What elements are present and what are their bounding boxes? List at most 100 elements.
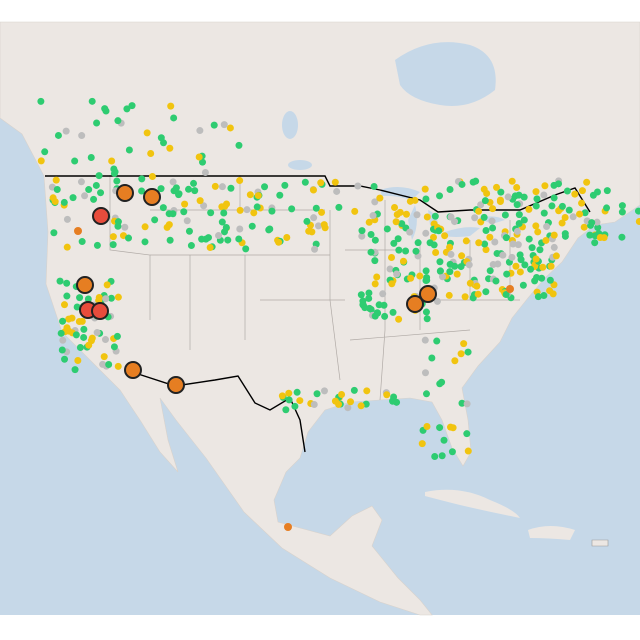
site-marker [445, 291, 453, 299]
site-marker [167, 102, 175, 110]
site-marker [517, 256, 525, 264]
site-marker [513, 227, 521, 235]
site-marker [169, 210, 177, 218]
site-marker [502, 290, 510, 298]
alert-marker [406, 295, 424, 313]
site-marker [550, 194, 558, 202]
site-marker [466, 279, 474, 287]
site-marker [78, 132, 86, 140]
cuba [425, 489, 520, 518]
site-marker [143, 129, 151, 137]
site-marker [506, 285, 514, 293]
site-marker [433, 297, 441, 305]
site-marker [95, 172, 103, 180]
site-marker [414, 239, 422, 247]
site-marker [101, 105, 109, 113]
site-marker [148, 172, 156, 180]
site-marker [558, 202, 566, 210]
site-marker [618, 202, 626, 210]
site-marker [109, 241, 117, 249]
site-marker [477, 201, 485, 209]
site-marker [101, 336, 109, 344]
site-marker [392, 218, 400, 226]
site-marker [502, 234, 510, 242]
site-marker [532, 188, 540, 196]
lake [288, 160, 312, 170]
site-marker [76, 294, 84, 302]
site-marker [472, 177, 480, 185]
site-marker [53, 186, 61, 194]
site-marker [515, 211, 523, 219]
site-marker [508, 253, 516, 261]
site-marker [539, 263, 547, 271]
site-marker [448, 448, 456, 456]
site-marker [71, 157, 79, 165]
site-marker [170, 114, 178, 122]
site-marker [446, 185, 454, 193]
site-marker [398, 220, 406, 228]
site-marker [226, 124, 234, 132]
site-marker [108, 157, 116, 165]
site-marker [285, 389, 293, 397]
site-marker [185, 185, 193, 193]
site-marker [458, 399, 466, 407]
site-marker [335, 203, 343, 211]
site-marker [56, 277, 64, 285]
site-marker [85, 186, 93, 194]
site-marker [603, 187, 611, 195]
site-marker [361, 304, 369, 312]
site-marker [509, 240, 517, 248]
site-marker [446, 260, 454, 268]
site-marker [312, 204, 320, 212]
site-marker [52, 176, 60, 184]
site-marker [65, 327, 73, 335]
site-marker [542, 236, 550, 244]
site-marker [265, 226, 273, 234]
site-marker [480, 185, 488, 193]
alert-marker [91, 302, 109, 320]
site-marker [281, 181, 289, 189]
site-marker [285, 396, 293, 404]
site-marker [195, 153, 203, 161]
site-marker [215, 232, 223, 240]
site-marker [514, 241, 522, 249]
site-marker [141, 238, 149, 246]
site-marker [440, 436, 448, 444]
site-marker [310, 214, 318, 222]
site-marker [475, 239, 483, 247]
site-marker [358, 227, 366, 235]
site-marker [488, 217, 496, 225]
site-marker [365, 218, 373, 226]
alert-marker [124, 361, 142, 379]
markers [37, 97, 640, 531]
site-marker [422, 308, 430, 316]
site-marker [318, 208, 326, 216]
site-marker [211, 182, 219, 190]
site-marker [482, 246, 490, 254]
site-marker [402, 210, 410, 218]
site-marker [296, 397, 304, 405]
site-marker [571, 190, 579, 198]
site-marker [220, 209, 228, 217]
site-marker [65, 315, 73, 323]
site-marker [73, 303, 81, 311]
hispaniola [528, 526, 575, 540]
site-marker [92, 181, 100, 189]
site-marker [201, 168, 209, 176]
site-marker [80, 333, 88, 341]
site-marker [383, 391, 391, 399]
site-marker [489, 205, 497, 213]
site-marker [283, 234, 291, 242]
site-marker [74, 227, 82, 235]
site-marker [389, 397, 397, 405]
site-marker [246, 191, 254, 199]
site-marker [102, 295, 110, 303]
site-marker [578, 199, 586, 207]
site-marker [78, 317, 86, 325]
site-marker [187, 242, 195, 250]
site-marker [439, 273, 447, 281]
site-marker [503, 270, 511, 278]
site-marker [528, 244, 536, 252]
site-marker [371, 236, 379, 244]
